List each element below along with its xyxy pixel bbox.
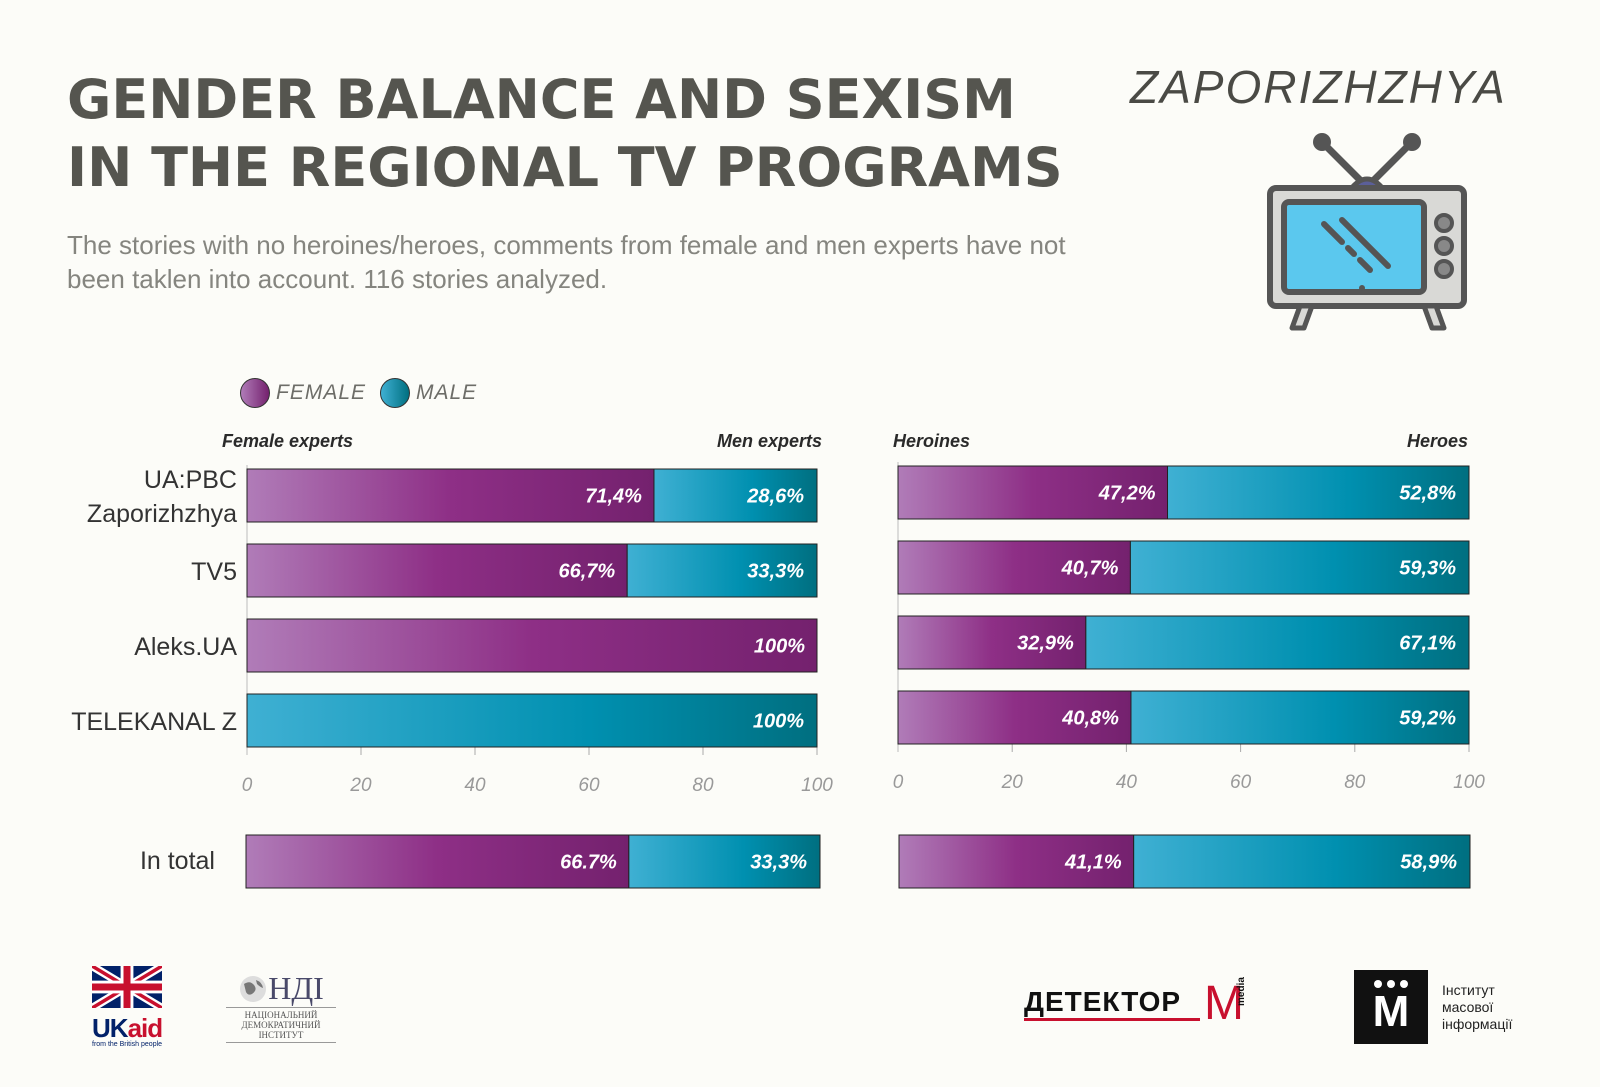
chart1-ua-pbc-zaporizhzhya-male-bar bbox=[653, 468, 818, 523]
chart2-tv5-male-bar bbox=[1129, 540, 1470, 595]
chart2-total-male-bar bbox=[1133, 834, 1471, 889]
title-line-2: IN THE REGIONAL TV PROGRAMS bbox=[67, 136, 1063, 199]
chart1-tv5-female-label: 66,7% bbox=[558, 561, 615, 583]
chart2-ua-pbc-zaporizhzhya-male-bar bbox=[1167, 465, 1470, 520]
ukaid-tagline: from the British people bbox=[92, 1041, 163, 1048]
chart2-total-male-label: 58,9% bbox=[1400, 852, 1457, 874]
legend-male-swatch bbox=[380, 378, 410, 408]
ndi-line2: ДЕМОКРАТИЧНИЙ bbox=[241, 1020, 321, 1030]
chart1-tv5-female-bar bbox=[246, 543, 628, 598]
ndi-line3: ІНСТИТУТ bbox=[226, 1030, 336, 1043]
chart1-tick-label: 80 bbox=[692, 775, 714, 796]
chart1-aleks-ua-female-bar bbox=[246, 618, 818, 673]
chart2-tick-label: 40 bbox=[1116, 772, 1138, 793]
chart1-telekanal-z-male-bar bbox=[246, 693, 818, 748]
chart1-telekanal-z-male-label: 100% bbox=[753, 711, 804, 733]
chart1-tv5-male-bar bbox=[626, 543, 818, 598]
category-label-total: In total bbox=[139, 847, 215, 875]
chart1-total-female-bar bbox=[245, 834, 630, 889]
chart1-tv5-male-label: 33,3% bbox=[747, 561, 804, 583]
imi-logo: M Інститут масової інформації bbox=[1354, 970, 1554, 1046]
chart2-tick-label: 0 bbox=[893, 772, 904, 793]
detector-media: media bbox=[1236, 977, 1247, 1006]
legend-female-swatch bbox=[240, 378, 270, 408]
chart1-tick-label: 0 bbox=[242, 775, 253, 796]
legend-female: FEMALE bbox=[240, 378, 366, 408]
globe-icon bbox=[240, 975, 267, 1002]
right-chart-male-header: Heroes bbox=[1407, 431, 1469, 451]
category-label-uapbc-line2: Zaporizhzhya bbox=[86, 500, 237, 528]
ndi-logo: НДІ НАЦІОНАЛЬНИЙ ДЕМОКРАТИЧНИЙ ІНСТИТУТ bbox=[226, 970, 336, 1043]
chart2-telekanal-z-female-bar bbox=[897, 690, 1132, 745]
chart1-tick-label: 60 bbox=[578, 775, 600, 796]
chart1-ua-pbc-zaporizhzhya-female-label: 71,4% bbox=[585, 486, 642, 508]
category-label-uapbc-line1: UA:PBC bbox=[143, 466, 237, 494]
detector-text: ДЕТЕКТОР bbox=[1024, 986, 1182, 1017]
category-label-uapbc: UA:PBC Zaporizhzhya bbox=[40, 463, 237, 531]
chart2-tick-label: 100 bbox=[1453, 772, 1485, 793]
chart1-tick-label: 40 bbox=[464, 775, 486, 796]
ukaid-logo: UKaid from the British people bbox=[89, 962, 165, 1048]
detector-media-logo: ДЕТЕКТОР M media bbox=[1024, 977, 1254, 1048]
chart2-tick-label: 20 bbox=[1001, 772, 1024, 793]
chart1-total-male-label: 33,3% bbox=[750, 852, 807, 874]
chart2-ua-pbc-zaporizhzhya-female-bar bbox=[897, 465, 1169, 520]
chart2-tick-label: 80 bbox=[1344, 772, 1366, 793]
imi-line3: інформації bbox=[1442, 1016, 1513, 1032]
chart2-aleks-ua-female-bar bbox=[897, 615, 1087, 670]
category-label-tv5: TV5 bbox=[191, 558, 237, 586]
chart2-aleks-ua-male-label: 67,1% bbox=[1399, 633, 1456, 655]
chart2-tv5-female-label: 40,7% bbox=[1061, 558, 1119, 580]
left-chart-male-header: Men experts bbox=[717, 431, 823, 451]
imi-line2: масової bbox=[1442, 999, 1494, 1015]
chart2-tv5-female-bar bbox=[897, 540, 1131, 595]
chart2-aleks-ua-male-bar bbox=[1085, 615, 1470, 670]
left-chart-female-header: Female experts bbox=[222, 431, 354, 451]
chart2-tick-label: 60 bbox=[1230, 772, 1252, 793]
chart2-total-female-bar bbox=[898, 834, 1135, 889]
chart1-aleks-ua-female-label: 100% bbox=[754, 636, 805, 658]
chart1-tick-label: 20 bbox=[349, 775, 372, 796]
imi-line1: Інститут bbox=[1442, 982, 1495, 998]
legend-male-label: MALE bbox=[416, 381, 478, 404]
chart2-tv5-male-label: 59,3% bbox=[1399, 558, 1456, 580]
ndi-line1: НАЦІОНАЛЬНИЙ bbox=[226, 1007, 336, 1020]
detector-underline bbox=[1024, 1018, 1200, 1021]
chart1-tick-label: 100 bbox=[801, 775, 833, 796]
uk-flag-icon bbox=[89, 962, 165, 1012]
page-title: GENDER BALANCE AND SEXISM IN THE REGIONA… bbox=[67, 66, 1063, 202]
chart1-total-female-label: 66.7% bbox=[560, 852, 617, 874]
page-subtitle: The stories with no heroines/heroes, com… bbox=[67, 230, 1066, 294]
chart2-telekanal-z-male-bar bbox=[1130, 690, 1470, 745]
title-line-1: GENDER BALANCE AND SEXISM bbox=[67, 68, 1016, 131]
tv-icon bbox=[1267, 133, 1467, 331]
legend-female-label: FEMALE bbox=[276, 381, 367, 404]
chart1-ua-pbc-zaporizhzhya-female-bar bbox=[246, 468, 655, 523]
ukaid-aid: aid bbox=[127, 1013, 164, 1043]
chart2-telekanal-z-female-label: 40,8% bbox=[1061, 708, 1119, 730]
category-label-aleks: Aleks.UA bbox=[134, 633, 237, 661]
chart1-total-male-bar bbox=[628, 834, 821, 889]
category-label-telekanal: TELEKANAL Z bbox=[71, 708, 237, 736]
chart2-total-female-label: 41,1% bbox=[1064, 852, 1122, 874]
ndi-big: НДІ bbox=[268, 970, 324, 1006]
ukaid-uk: UK bbox=[92, 1013, 129, 1043]
chart2-telekanal-z-male-label: 59,2% bbox=[1399, 708, 1456, 730]
imi-square: M bbox=[1354, 970, 1428, 1044]
detector-m: M bbox=[1204, 977, 1244, 1030]
city-name: ZAPORIZHZHYA bbox=[1130, 61, 1507, 113]
chart2-ua-pbc-zaporizhzhya-male-label: 52,8% bbox=[1399, 483, 1456, 505]
legend-male: MALE bbox=[380, 378, 477, 408]
chart2-aleks-ua-female-label: 32,9% bbox=[1017, 633, 1074, 655]
imi-m: M bbox=[1372, 987, 1410, 1036]
right-chart-female-header: Heroines bbox=[893, 431, 971, 451]
chart1-ua-pbc-zaporizhzhya-male-label: 28,6% bbox=[746, 486, 804, 508]
chart2-ua-pbc-zaporizhzhya-female-label: 47,2% bbox=[1098, 483, 1156, 505]
